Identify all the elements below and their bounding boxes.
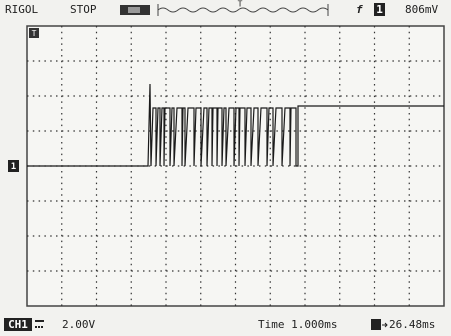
trigger-level: 806mV	[405, 3, 438, 16]
run-status: STOP	[70, 3, 97, 16]
trigger-marker: T	[32, 29, 37, 38]
trigger-offset: 26.48ms	[389, 318, 435, 331]
memory-window	[128, 7, 140, 13]
trigger-edge-icon: f	[356, 3, 363, 16]
page: RIGOL STOP T f 1 806mV T 1 CH1 2.00V Tim…	[0, 0, 451, 336]
vertical-scale: 2.00V	[62, 318, 95, 331]
trigger-source: 1	[376, 3, 383, 16]
brand: RIGOL	[5, 3, 38, 16]
channel-label: CH1	[8, 318, 28, 331]
offset-icon	[371, 319, 381, 330]
timebase: Time 1.000ms	[258, 318, 337, 331]
channel-marker: 1	[11, 162, 16, 172]
trigger-position: T	[238, 0, 243, 9]
oscilloscope-screen: RIGOL STOP T f 1 806mV T 1 CH1 2.00V Tim…	[0, 0, 451, 336]
